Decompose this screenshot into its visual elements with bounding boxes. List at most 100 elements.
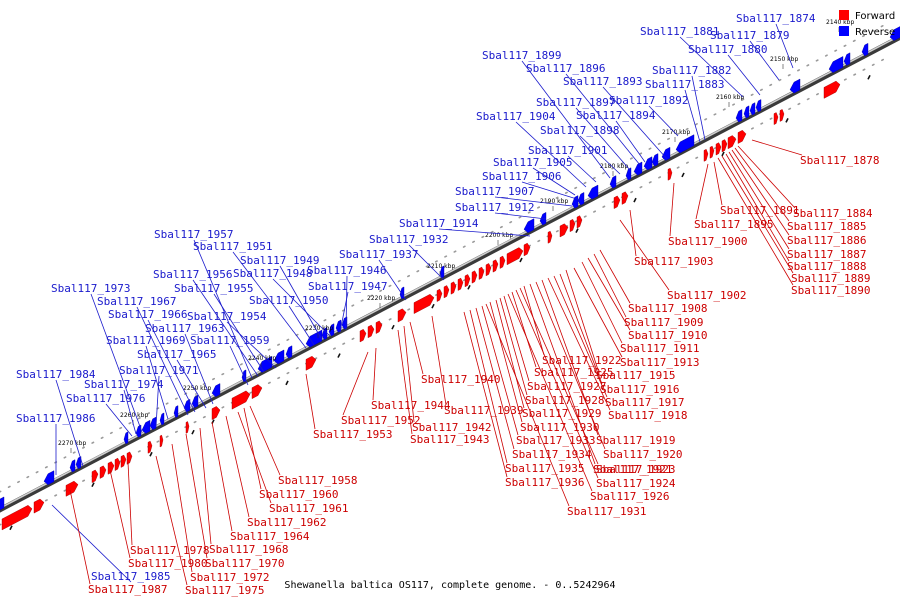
forward-gene-label[interactable]: Sbal117_1903 bbox=[634, 255, 713, 268]
reverse-gene-label[interactable]: Sbal117_1898 bbox=[540, 124, 619, 137]
reverse-gene-label[interactable]: Sbal117_1965 bbox=[137, 348, 216, 361]
forward-gene-label[interactable]: Sbal117_1987 bbox=[88, 583, 167, 596]
forward-gene-label[interactable]: Sbal117_1930 bbox=[520, 421, 599, 434]
forward-gene-label[interactable]: Sbal117_1960 bbox=[259, 488, 338, 501]
reverse-gene-label[interactable]: Sbal117_1949 bbox=[240, 254, 319, 267]
reverse-gene-label[interactable]: Sbal117_1901 bbox=[528, 144, 607, 157]
reverse-gene-label[interactable]: Sbal117_1882 bbox=[652, 64, 731, 77]
reverse-gene-label[interactable]: Sbal117_1896 bbox=[526, 62, 605, 75]
forward-gene-label[interactable]: Sbal117_1888 bbox=[787, 260, 866, 273]
forward-gene-label[interactable]: Sbal117_1890 bbox=[791, 284, 870, 297]
forward-gene-label[interactable]: Sbal117_1943 bbox=[410, 433, 489, 446]
forward-gene-label[interactable]: Sbal117_1918 bbox=[608, 409, 687, 422]
forward-gene-label[interactable]: Sbal117_1933 bbox=[516, 434, 595, 447]
forward-gene-label[interactable]: Sbal117_1926 bbox=[590, 490, 669, 503]
forward-gene-label[interactable]: Sbal117_1970 bbox=[205, 557, 284, 570]
reverse-gene-label[interactable]: Sbal117_1897 bbox=[536, 96, 615, 109]
forward-gene-label[interactable]: Sbal117_1958 bbox=[278, 474, 357, 487]
reverse-gene-label[interactable]: Sbal117_1976 bbox=[66, 392, 145, 405]
forward-gene-label[interactable]: Sbal117_1908 bbox=[628, 302, 707, 315]
forward-gene-label[interactable]: Sbal117_1878 bbox=[800, 154, 879, 167]
forward-gene-label[interactable]: Sbal117_1919 bbox=[596, 434, 675, 447]
forward-gene-label[interactable]: Sbal117_1923 bbox=[596, 463, 675, 476]
forward-gene-label[interactable]: Sbal117_1975 bbox=[185, 584, 264, 597]
forward-gene-label[interactable]: Sbal117_1940 bbox=[421, 373, 500, 386]
reverse-gene-label[interactable]: Sbal117_1950 bbox=[249, 294, 328, 307]
forward-gene-label[interactable]: Sbal117_1978 bbox=[130, 544, 209, 557]
forward-gene-label[interactable]: Sbal117_1915 bbox=[596, 369, 675, 382]
forward-gene-label[interactable]: Sbal117_1921 bbox=[593, 463, 672, 476]
reverse-gene-label[interactable]: Sbal117_1947 bbox=[308, 280, 387, 293]
reverse-gene-label[interactable]: Sbal117_1906 bbox=[482, 170, 561, 183]
forward-gene-label[interactable]: Sbal117_1962 bbox=[247, 516, 326, 529]
forward-gene-label[interactable]: Sbal117_1887 bbox=[787, 248, 866, 261]
forward-gene-label[interactable]: Sbal117_1922 bbox=[542, 354, 621, 367]
forward-gene-label[interactable]: Sbal117_1900 bbox=[668, 235, 747, 248]
reverse-gene-label[interactable]: Sbal117_1881 bbox=[640, 25, 719, 38]
reverse-gene-label[interactable]: Sbal117_1985 bbox=[91, 570, 170, 583]
reverse-gene-label[interactable]: Sbal117_1932 bbox=[369, 233, 448, 246]
forward-gene-label[interactable]: Sbal117_1891 bbox=[720, 204, 799, 217]
reverse-gene-label[interactable]: Sbal117_1966 bbox=[108, 308, 187, 321]
forward-gene-label[interactable]: Sbal117_1916 bbox=[600, 383, 679, 396]
forward-gene-label[interactable]: Sbal117_1902 bbox=[667, 289, 746, 302]
reverse-gene-label[interactable]: Sbal117_1879 bbox=[710, 29, 789, 42]
reverse-gene-label[interactable]: Sbal117_1957 bbox=[154, 228, 233, 241]
reverse-gene-label[interactable]: Sbal117_1959 bbox=[190, 334, 269, 347]
forward-gene-label[interactable]: Sbal117_1931 bbox=[567, 505, 646, 518]
forward-gene-label[interactable]: Sbal117_1953 bbox=[313, 428, 392, 441]
forward-gene-label[interactable]: Sbal117_1934 bbox=[512, 448, 592, 461]
reverse-gene-label[interactable]: Sbal117_1892 bbox=[609, 94, 688, 107]
forward-gene-label[interactable]: Sbal117_1935 bbox=[505, 462, 584, 475]
reverse-gene-label[interactable]: Sbal117_1907 bbox=[455, 185, 534, 198]
reverse-gene-label[interactable]: Sbal117_1946 bbox=[307, 264, 386, 277]
forward-gene-label[interactable]: Sbal117_1925 bbox=[534, 366, 613, 379]
forward-gene-label[interactable]: Sbal117_1928 bbox=[525, 394, 604, 407]
forward-gene-label[interactable]: Sbal117_1980 bbox=[128, 557, 207, 570]
reverse-gene-label[interactable]: Sbal117_1969 bbox=[106, 334, 185, 347]
reverse-gene-label[interactable]: Sbal117_1963 bbox=[145, 322, 224, 335]
reverse-gene-label[interactable]: Sbal117_1948 bbox=[233, 267, 312, 280]
forward-gene-label[interactable]: Sbal117_1886 bbox=[787, 234, 866, 247]
forward-gene-label[interactable]: Sbal117_1968 bbox=[209, 543, 288, 556]
forward-gene-label[interactable]: Sbal117_1885 bbox=[787, 220, 866, 233]
forward-gene-label[interactable]: Sbal117_1972 bbox=[190, 571, 269, 584]
forward-gene-label[interactable]: Sbal117_1942 bbox=[412, 421, 491, 434]
reverse-gene-label[interactable]: Sbal117_1904 bbox=[476, 110, 556, 123]
forward-gene-label[interactable]: Sbal117_1889 bbox=[791, 272, 870, 285]
reverse-gene-label[interactable]: Sbal117_1973 bbox=[51, 282, 130, 295]
reverse-gene-label[interactable]: Sbal117_1874 bbox=[736, 12, 816, 25]
forward-gene-label[interactable]: Sbal117_1924 bbox=[596, 477, 676, 490]
reverse-gene-label[interactable]: Sbal117_1951 bbox=[193, 240, 272, 253]
forward-gene-label[interactable]: Sbal117_1952 bbox=[341, 414, 420, 427]
forward-gene-label[interactable]: Sbal117_1909 bbox=[624, 316, 703, 329]
reverse-gene-label[interactable]: Sbal117_1880 bbox=[688, 43, 767, 56]
forward-gene-label[interactable]: Sbal117_1929 bbox=[522, 407, 601, 420]
reverse-gene-label[interactable]: Sbal117_1894 bbox=[576, 109, 656, 122]
forward-gene-label[interactable]: Sbal117_1920 bbox=[603, 448, 682, 461]
forward-gene-label[interactable]: Sbal117_1910 bbox=[628, 329, 707, 342]
reverse-gene-label[interactable]: Sbal117_1967 bbox=[97, 295, 176, 308]
forward-gene-label[interactable]: Sbal117_1927 bbox=[527, 380, 606, 393]
forward-gene-label[interactable]: Sbal117_1884 bbox=[793, 207, 873, 220]
forward-gene-label[interactable]: Sbal117_1964 bbox=[230, 530, 310, 543]
reverse-gene-label[interactable]: Sbal117_1974 bbox=[84, 378, 164, 391]
reverse-gene-label[interactable]: Sbal117_1986 bbox=[16, 412, 95, 425]
reverse-gene-label[interactable]: Sbal117_1956 bbox=[153, 268, 232, 281]
reverse-gene-label[interactable]: Sbal117_1955 bbox=[174, 282, 253, 295]
forward-gene-label[interactable]: Sbal117_1944 bbox=[371, 399, 451, 412]
forward-gene-label[interactable]: Sbal117_1913 bbox=[620, 356, 699, 369]
forward-gene-label[interactable]: Sbal117_1961 bbox=[269, 502, 348, 515]
reverse-gene-label[interactable]: Sbal117_1984 bbox=[16, 368, 96, 381]
reverse-gene-label[interactable]: Sbal117_1937 bbox=[339, 248, 418, 261]
reverse-gene-label[interactable]: Sbal117_1893 bbox=[563, 75, 642, 88]
forward-gene-label[interactable]: Sbal117_1936 bbox=[505, 476, 584, 489]
reverse-gene-label[interactable]: Sbal117_1912 bbox=[455, 201, 534, 214]
forward-gene-label[interactable]: Sbal117_1917 bbox=[605, 396, 684, 409]
reverse-gene-label[interactable]: Sbal117_1954 bbox=[187, 310, 267, 323]
reverse-gene-label[interactable]: Sbal117_1883 bbox=[645, 78, 724, 91]
forward-gene-label[interactable]: Sbal117_1911 bbox=[620, 342, 699, 355]
reverse-gene-label[interactable]: Sbal117_1914 bbox=[399, 217, 479, 230]
reverse-gene-label[interactable]: Sbal117_1905 bbox=[493, 156, 572, 169]
reverse-gene-label[interactable]: Sbal117_1971 bbox=[119, 364, 198, 377]
